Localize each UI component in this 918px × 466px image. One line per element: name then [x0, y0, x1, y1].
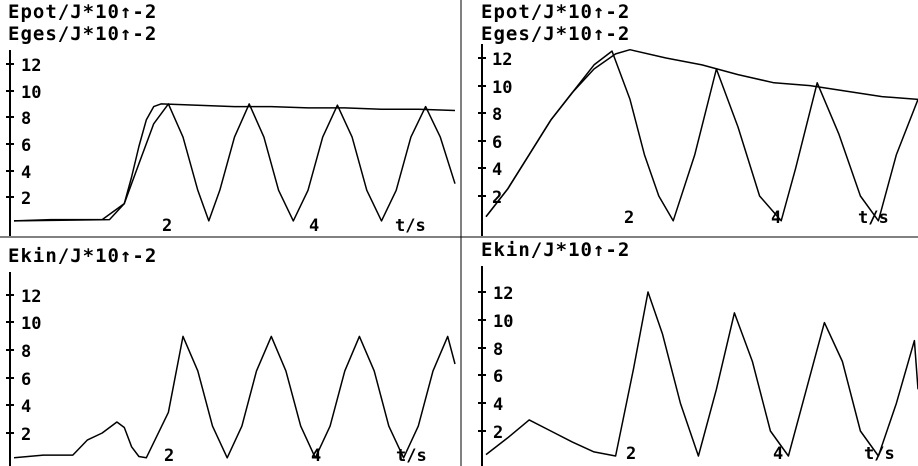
x-axis-unit-label: t/s — [395, 216, 426, 236]
y-tick-label-8: 8 — [492, 105, 502, 125]
eges-trace — [13, 103, 456, 222]
y-axis-label-line-2: Eges/J*10↑-2 — [481, 23, 630, 45]
y-tick-label-4: 4 — [21, 397, 31, 417]
y-tick-label-6: 6 — [21, 370, 31, 390]
x-tick-label-2: 2 — [626, 444, 636, 464]
y-tick-label-10: 10 — [493, 312, 513, 332]
y-tick-label-10: 10 — [21, 314, 41, 334]
epot-trace — [13, 103, 456, 222]
y-tick-label-6: 6 — [492, 133, 502, 153]
chart-panel-top-left: Epot/J*10↑-2 Eges/J*10↑-2 t/s 12 10 8 6 … — [6, 1, 456, 236]
y-tick-label-10: 10 — [21, 83, 41, 103]
y-tick-label-8: 8 — [21, 109, 31, 129]
x-tick-label-2: 2 — [624, 208, 634, 228]
y-tick-label-4: 4 — [493, 395, 503, 415]
chart-panel-bottom-right: Ekin/J*10↑-2 t/s 12 10 8 6 4 2 2 4 — [478, 239, 918, 466]
y-axis-label-line-1: Ekin/J*10↑-2 — [8, 245, 157, 267]
y-axis-label-line-1: Epot/J*10↑-2 — [8, 1, 157, 23]
y-tick-label-4: 4 — [492, 160, 502, 180]
x-tick-label-4: 4 — [309, 216, 319, 236]
y-tick-label-4: 4 — [21, 163, 31, 183]
x-tick-label-2: 2 — [162, 216, 172, 236]
y-tick-label-12: 12 — [21, 56, 41, 76]
y-tick-label-2: 2 — [492, 188, 502, 208]
y-axis-label-line-1: Ekin/J*10↑-2 — [481, 239, 630, 261]
y-tick-label-8: 8 — [493, 340, 503, 360]
y-tick-label-6: 6 — [493, 367, 503, 387]
x-tick-label-4: 4 — [773, 444, 783, 464]
y-tick-label-2: 2 — [21, 425, 31, 445]
y-tick-label-2: 2 — [493, 423, 503, 443]
y-tick-label-2: 2 — [21, 189, 31, 209]
x-tick-label-4: 4 — [771, 208, 781, 228]
y-tick-label-12: 12 — [492, 50, 512, 70]
y-tick-label-6: 6 — [21, 136, 31, 156]
x-axis-unit-label: t/s — [396, 446, 427, 466]
x-tick-label-2: 2 — [164, 446, 174, 466]
epot-trace — [485, 50, 918, 222]
y-tick-label-12: 12 — [21, 287, 41, 307]
x-axis-unit-label: t/s — [858, 208, 889, 228]
ekin-trace — [485, 291, 918, 457]
y-axis-label-line-1: Epot/J*10↑-2 — [481, 1, 630, 23]
y-tick-label-10: 10 — [492, 78, 512, 98]
y-axis-label-line-2: Eges/J*10↑-2 — [8, 23, 157, 45]
y-tick-label-12: 12 — [493, 284, 513, 304]
chart-panel-bottom-left: Ekin/J*10↑-2 t/s 12 10 8 6 4 2 2 4 — [6, 245, 456, 466]
ekin-trace — [13, 335, 456, 459]
y-tick-label-8: 8 — [21, 342, 31, 362]
chart-panel-top-right: Epot/J*10↑-2 Eges/J*10↑-2 t/s 12 10 8 6 … — [478, 1, 918, 236]
